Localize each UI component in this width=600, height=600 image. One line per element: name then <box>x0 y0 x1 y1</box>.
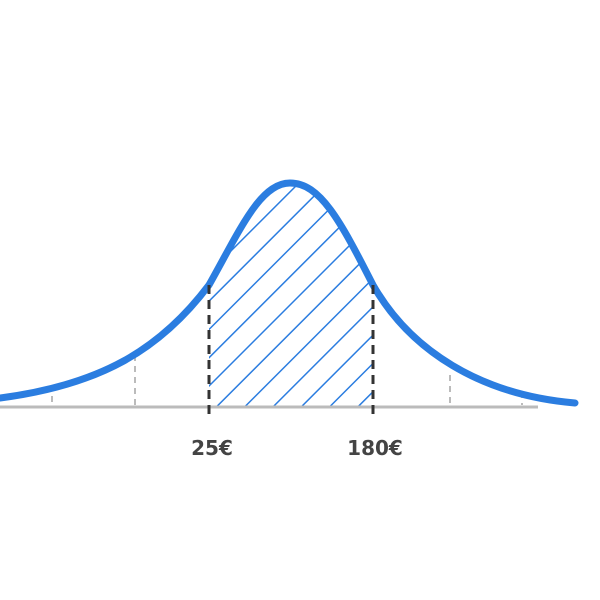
curve <box>0 179 579 407</box>
hatched-area <box>209 183 373 407</box>
lower-label: 25€ <box>191 436 233 460</box>
upper-label: 180€ <box>347 436 403 460</box>
bounds <box>207 285 375 420</box>
